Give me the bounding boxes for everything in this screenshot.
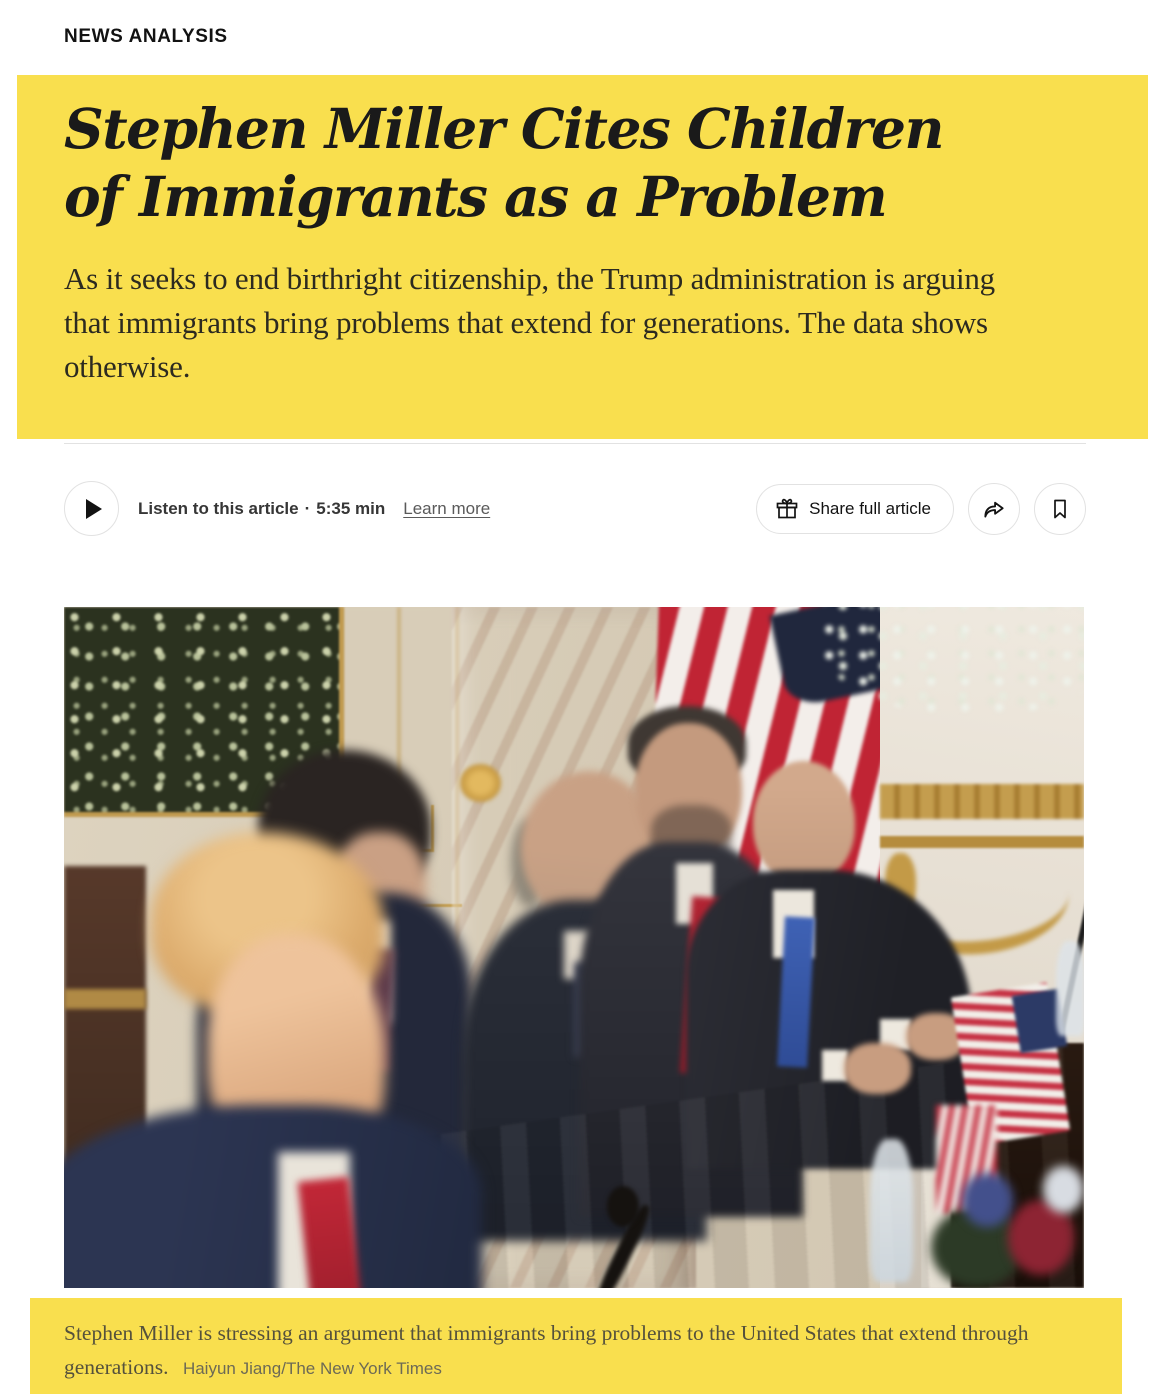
photo-credit: Haiyun Jiang/The New York Times: [182, 1358, 442, 1378]
photo-shirt-cuff: [821, 1050, 849, 1081]
photo-flowers-white: [1043, 1165, 1084, 1214]
listen-group: Listen to this article · 5:35 min Learn mo…: [64, 481, 491, 537]
photo-trump-suit: [64, 1104, 483, 1289]
share-full-article-button[interactable]: Share full article: [756, 483, 954, 534]
photo-caption: Stephen Miller is stressing an argument …: [64, 1321, 1029, 1379]
page-title: Stephen Miller Cites Children of Immigra…: [64, 96, 945, 230]
bookmark-button[interactable]: [1034, 482, 1086, 535]
divider: [64, 443, 1086, 445]
gift-icon: [776, 498, 798, 519]
photo-flowers-blue: [961, 1172, 1013, 1228]
listen-duration: 5:35 min: [316, 498, 386, 518]
listen-label: Listen to this article · 5:35 min: [138, 498, 386, 518]
share-icon: [984, 501, 1004, 518]
learn-more-link[interactable]: Learn more: [403, 498, 491, 518]
share-button[interactable]: [968, 482, 1020, 535]
toolbar-actions: Share full article: [756, 482, 1086, 535]
photo-water-bottle: [1056, 941, 1084, 1037]
photo-stephen-miller-head: [752, 760, 855, 884]
share-full-article-label: Share full article: [809, 498, 931, 518]
photo-microphone-head: [606, 1186, 640, 1228]
photo-wood-gold-band: [64, 988, 146, 1010]
article-toolbar: Listen to this article · 5:35 min Learn mo…: [64, 481, 1086, 537]
article-summary: As it seeks to end birthright citizenshi…: [64, 261, 995, 385]
photo-gold-rail: [880, 835, 1084, 848]
photo-caption-block: Stephen Miller is stressing an argument …: [30, 1298, 1122, 1394]
photo-gold-cornice: [880, 784, 1084, 819]
bookmark-icon: [1054, 499, 1066, 519]
photo-water-bottle: [869, 1138, 913, 1282]
photo-hand: [844, 1043, 911, 1095]
play-button[interactable]: [64, 481, 119, 537]
photo-gold-rosette: [459, 764, 501, 802]
kicker: NEWS ANALYSIS: [64, 26, 228, 47]
headline-highlight-block: Stephen Miller Cites Children of Immigra…: [17, 75, 1148, 440]
play-icon: [85, 498, 102, 519]
article-photo: [64, 607, 1084, 1289]
